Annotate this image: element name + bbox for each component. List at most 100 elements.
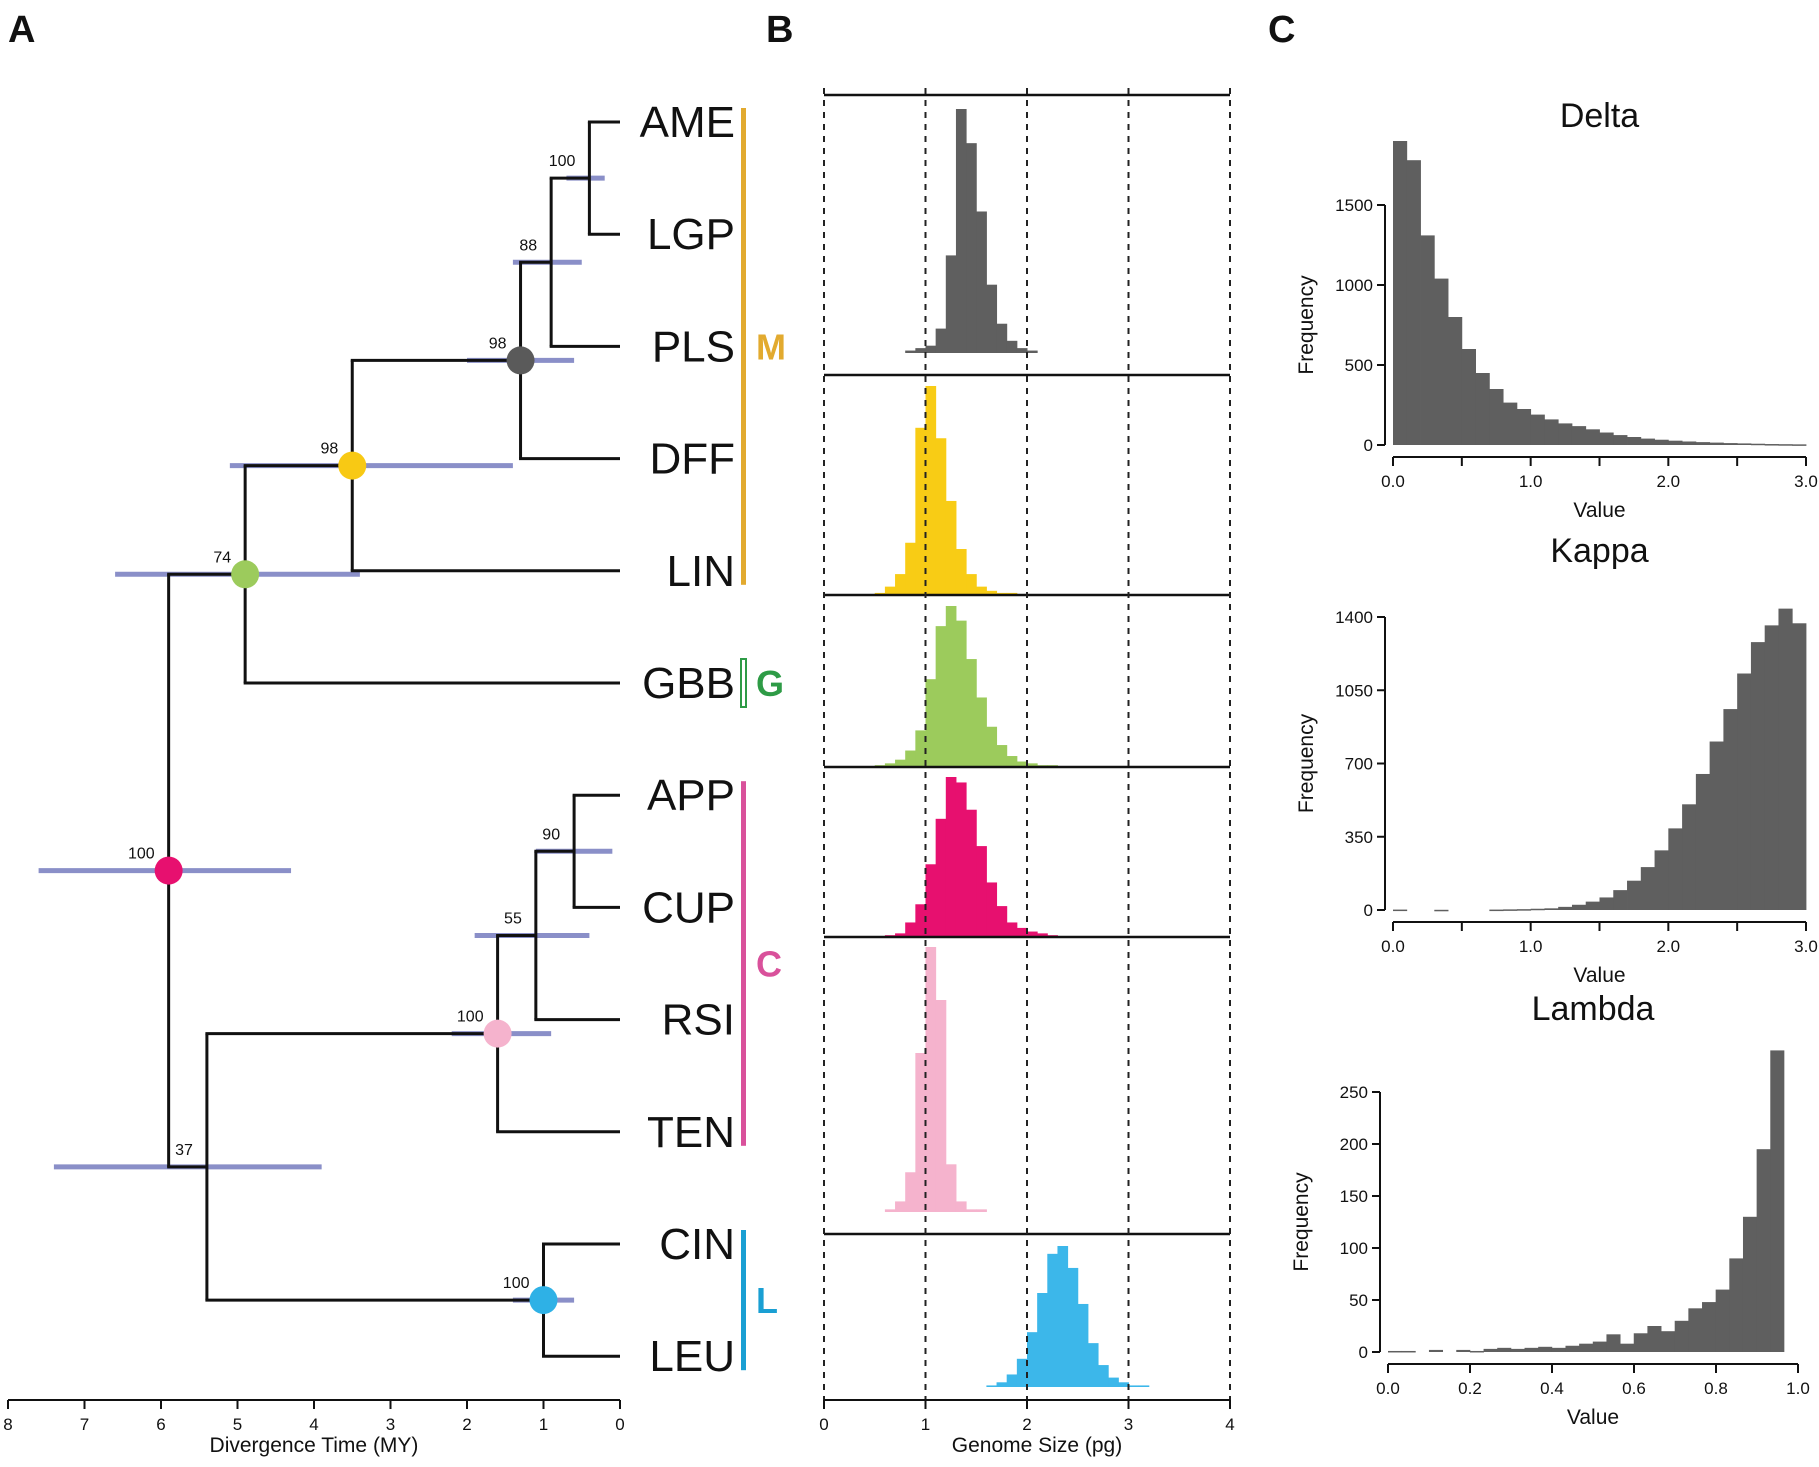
x-tick-label: 1.0 <box>1519 472 1543 491</box>
node-dot <box>338 451 367 480</box>
histogram-bar <box>1027 350 1038 353</box>
histogram-bar <box>1483 1348 1498 1352</box>
histogram-bar <box>1729 1258 1744 1352</box>
histogram-bar <box>1037 933 1048 937</box>
tip-label: LEU <box>649 1332 735 1381</box>
clade-label: L <box>756 1280 778 1321</box>
histogram-bar <box>915 730 926 767</box>
histogram-bar <box>1668 440 1683 445</box>
tree-axis-label: Divergence Time (MY) <box>210 1434 419 1457</box>
histogram-bar <box>1434 909 1449 912</box>
histogram-bar <box>1516 909 1532 911</box>
y-tick-label: 1400 <box>1335 608 1373 627</box>
delta-histogram: 0 500 1000 1500 0.0 1.0 2.0 3.0 Delta Value Freque… <box>1295 97 1818 522</box>
histogram-bar <box>915 427 926 595</box>
histogram-bar <box>1571 904 1587 910</box>
x-tick-label: 3.0 <box>1794 937 1818 956</box>
histogram-bar <box>935 818 947 937</box>
histogram-bar <box>1006 922 1018 937</box>
histogram-bar <box>1585 429 1600 445</box>
kappa-histogram: 0 350 700 1050 1400 0.0 1.0 2.0 3.0 Kappa Value Fre… <box>1295 532 1818 987</box>
histogram-bar <box>1461 349 1476 445</box>
histogram-bar <box>1406 160 1421 445</box>
histogram-bar <box>1524 1347 1539 1352</box>
histogram-bar <box>1516 409 1532 445</box>
histogram-bar <box>945 1164 957 1212</box>
histogram-bar <box>935 328 947 353</box>
histogram-bar <box>986 284 998 353</box>
tree-axis-tick-label: 6 <box>156 1415 165 1434</box>
histogram-bar <box>1401 1350 1416 1353</box>
histogram-bar <box>1489 909 1504 912</box>
histogram-bar <box>905 1172 916 1212</box>
histogram-bar <box>884 1209 896 1212</box>
tip-label: RSI <box>662 996 735 1045</box>
histogram-bar <box>1640 867 1655 910</box>
x-tick-label: 0.6 <box>1622 1379 1646 1398</box>
histogram-bar <box>1620 1343 1635 1352</box>
histogram-bar <box>925 947 937 1212</box>
tip-label: LGP <box>647 210 735 259</box>
histogram-bar <box>1098 1365 1109 1387</box>
lambda-histogram: 0 50 100 150 200 250 0.0 0.2 0.4 0.6 0.8 1.0 Lambda V… <box>1290 990 1810 1429</box>
histogram-bar <box>1118 1382 1129 1387</box>
y-axis-label: Frequency <box>1295 713 1318 813</box>
tree-axis-tick-label: 1 <box>539 1415 548 1434</box>
histogram-bar <box>1571 426 1587 445</box>
tip-label: DFF <box>649 435 735 484</box>
histogram-bar <box>905 922 916 937</box>
tree-time-axis: 8 7 6 5 4 3 2 1 0 <box>3 1399 625 1434</box>
histogram-bar <box>1420 235 1435 445</box>
genome-size-tick-label: 2 <box>1022 1415 1031 1434</box>
node-support-label: 55 <box>504 910 522 927</box>
histogram-bar <box>884 586 896 595</box>
clade-label: M <box>756 326 786 367</box>
tree-axis-tick-label: 0 <box>615 1415 624 1434</box>
y-tick-label: 350 <box>1345 828 1373 847</box>
tree-axis-tick-label: 7 <box>80 1415 89 1434</box>
node-dot <box>506 346 535 375</box>
x-tick-label: 1.0 <box>1786 1379 1810 1398</box>
histogram-bar <box>996 323 1008 353</box>
histogram-bar <box>1709 442 1724 445</box>
y-tick-label: 1500 <box>1335 196 1373 215</box>
histogram-bar <box>1016 761 1028 767</box>
histogram-bar <box>1469 1350 1484 1353</box>
histogram-bar <box>1742 1216 1758 1352</box>
chart-title: Lambda <box>1532 990 1655 1028</box>
x-tick-label: 0.8 <box>1704 1379 1728 1398</box>
histogram-bar <box>1016 348 1028 353</box>
histogram-bar <box>915 904 926 937</box>
histogram-bar <box>1128 1385 1140 1387</box>
histogram-bar <box>1006 1374 1018 1387</box>
histogram-bar <box>1778 608 1793 910</box>
histogram-bar <box>1682 804 1697 910</box>
histogram-bar <box>1668 828 1683 910</box>
histogram-bar <box>1510 1348 1525 1352</box>
y-tick-label: 700 <box>1345 755 1373 774</box>
panel-label-c: C <box>1268 9 1295 51</box>
histogram-bar <box>966 574 977 595</box>
histogram-bar <box>1027 931 1038 937</box>
node-support-label: 100 <box>549 153 576 170</box>
histogram-bar <box>1613 435 1628 445</box>
y-tick-label: 500 <box>1345 356 1373 375</box>
y-tick-label: 50 <box>1349 1291 1368 1310</box>
histogram-bar <box>884 763 896 767</box>
histogram-bar <box>1138 1385 1150 1387</box>
histogram-bar <box>1565 1345 1580 1352</box>
histogram-bar <box>1715 1289 1730 1352</box>
histogram-bar <box>915 348 926 353</box>
tip-label: PLS <box>652 322 735 371</box>
histogram-bar <box>986 590 998 595</box>
histogram-bar <box>996 1382 1008 1387</box>
histogram-bar <box>1682 441 1697 445</box>
histogram-bar <box>1661 1331 1676 1352</box>
histogram-bar <box>905 542 916 595</box>
histogram-bar <box>895 1201 906 1212</box>
tip-label: TEN <box>647 1108 735 1157</box>
y-tick-label: 250 <box>1340 1083 1368 1102</box>
clade-label: G <box>756 663 784 704</box>
y-tick-label: 150 <box>1340 1187 1368 1206</box>
histogram-bar <box>1750 443 1766 446</box>
